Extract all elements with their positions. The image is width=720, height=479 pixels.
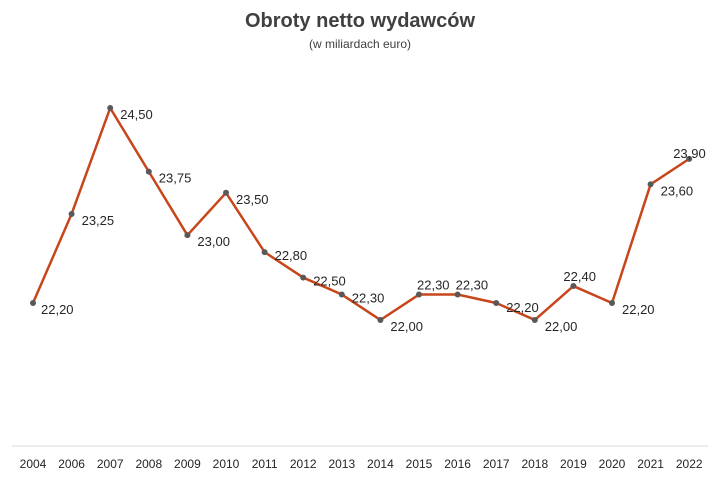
x-tick-label: 2007 — [97, 457, 124, 471]
data-point — [68, 210, 75, 217]
data-label: 23,60 — [661, 183, 694, 198]
data-label: 22,50 — [313, 274, 346, 289]
x-tick-label: 2012 — [290, 457, 317, 471]
x-tick-label: 2011 — [252, 457, 278, 471]
x-tick-label: 2015 — [406, 457, 433, 471]
data-point — [223, 189, 229, 196]
x-tick-label: 2022 — [676, 457, 703, 471]
data-point — [647, 181, 654, 188]
data-label: 22,00 — [390, 319, 423, 334]
data-point — [454, 291, 461, 298]
data-point — [338, 291, 345, 298]
data-label: 22,40 — [563, 269, 596, 284]
x-tick-label: 2009 — [174, 457, 201, 471]
data-label: 22,30 — [352, 291, 385, 306]
data-label: 23,50 — [236, 192, 269, 207]
data-label: 23,25 — [82, 213, 115, 228]
data-point — [416, 291, 422, 298]
x-tick-label: 2008 — [135, 457, 162, 471]
x-tick-label: 2020 — [599, 457, 626, 471]
x-tick-label: 2014 — [367, 457, 394, 471]
chart-title: Obroty netto wydawców — [244, 10, 476, 32]
x-tick-label: 2016 — [444, 457, 471, 471]
data-label: 22,30 — [417, 278, 450, 293]
x-tick-label: 2019 — [560, 457, 587, 471]
data-point — [609, 300, 615, 306]
x-tick-label: 2004 — [20, 457, 47, 471]
data-point — [261, 249, 268, 256]
x-tick-label: 2018 — [521, 457, 548, 471]
data-label: 23,00 — [197, 234, 230, 249]
data-point — [107, 105, 114, 111]
data-label: 23,75 — [159, 171, 192, 186]
data-point — [30, 300, 36, 306]
series-line — [31, 106, 690, 322]
data-point — [145, 168, 152, 175]
x-tick-label: 2017 — [483, 457, 510, 471]
data-label: 22,20 — [506, 300, 539, 315]
data-point — [531, 316, 538, 323]
x-tick-label: 2013 — [328, 457, 355, 471]
data-label: 22,00 — [545, 319, 578, 334]
data-point — [493, 300, 500, 306]
data-label: 22,80 — [275, 248, 308, 263]
data-point — [300, 274, 307, 281]
data-label: 24,50 — [120, 107, 153, 122]
data-point — [686, 155, 693, 162]
data-label: 23,90 — [673, 146, 706, 161]
data-point — [377, 316, 384, 323]
x-tick-label: 2021 — [637, 457, 664, 471]
data-point — [570, 283, 577, 290]
x-tick-label: 2010 — [213, 457, 240, 471]
data-point — [184, 232, 191, 239]
x-tick-label: 2006 — [58, 457, 85, 471]
chart-subtitle: (w miliardach euro) — [308, 37, 412, 51]
data-label: 22,30 — [456, 278, 489, 293]
data-label: 22,20 — [41, 302, 74, 317]
data-label: 22,20 — [622, 302, 655, 317]
